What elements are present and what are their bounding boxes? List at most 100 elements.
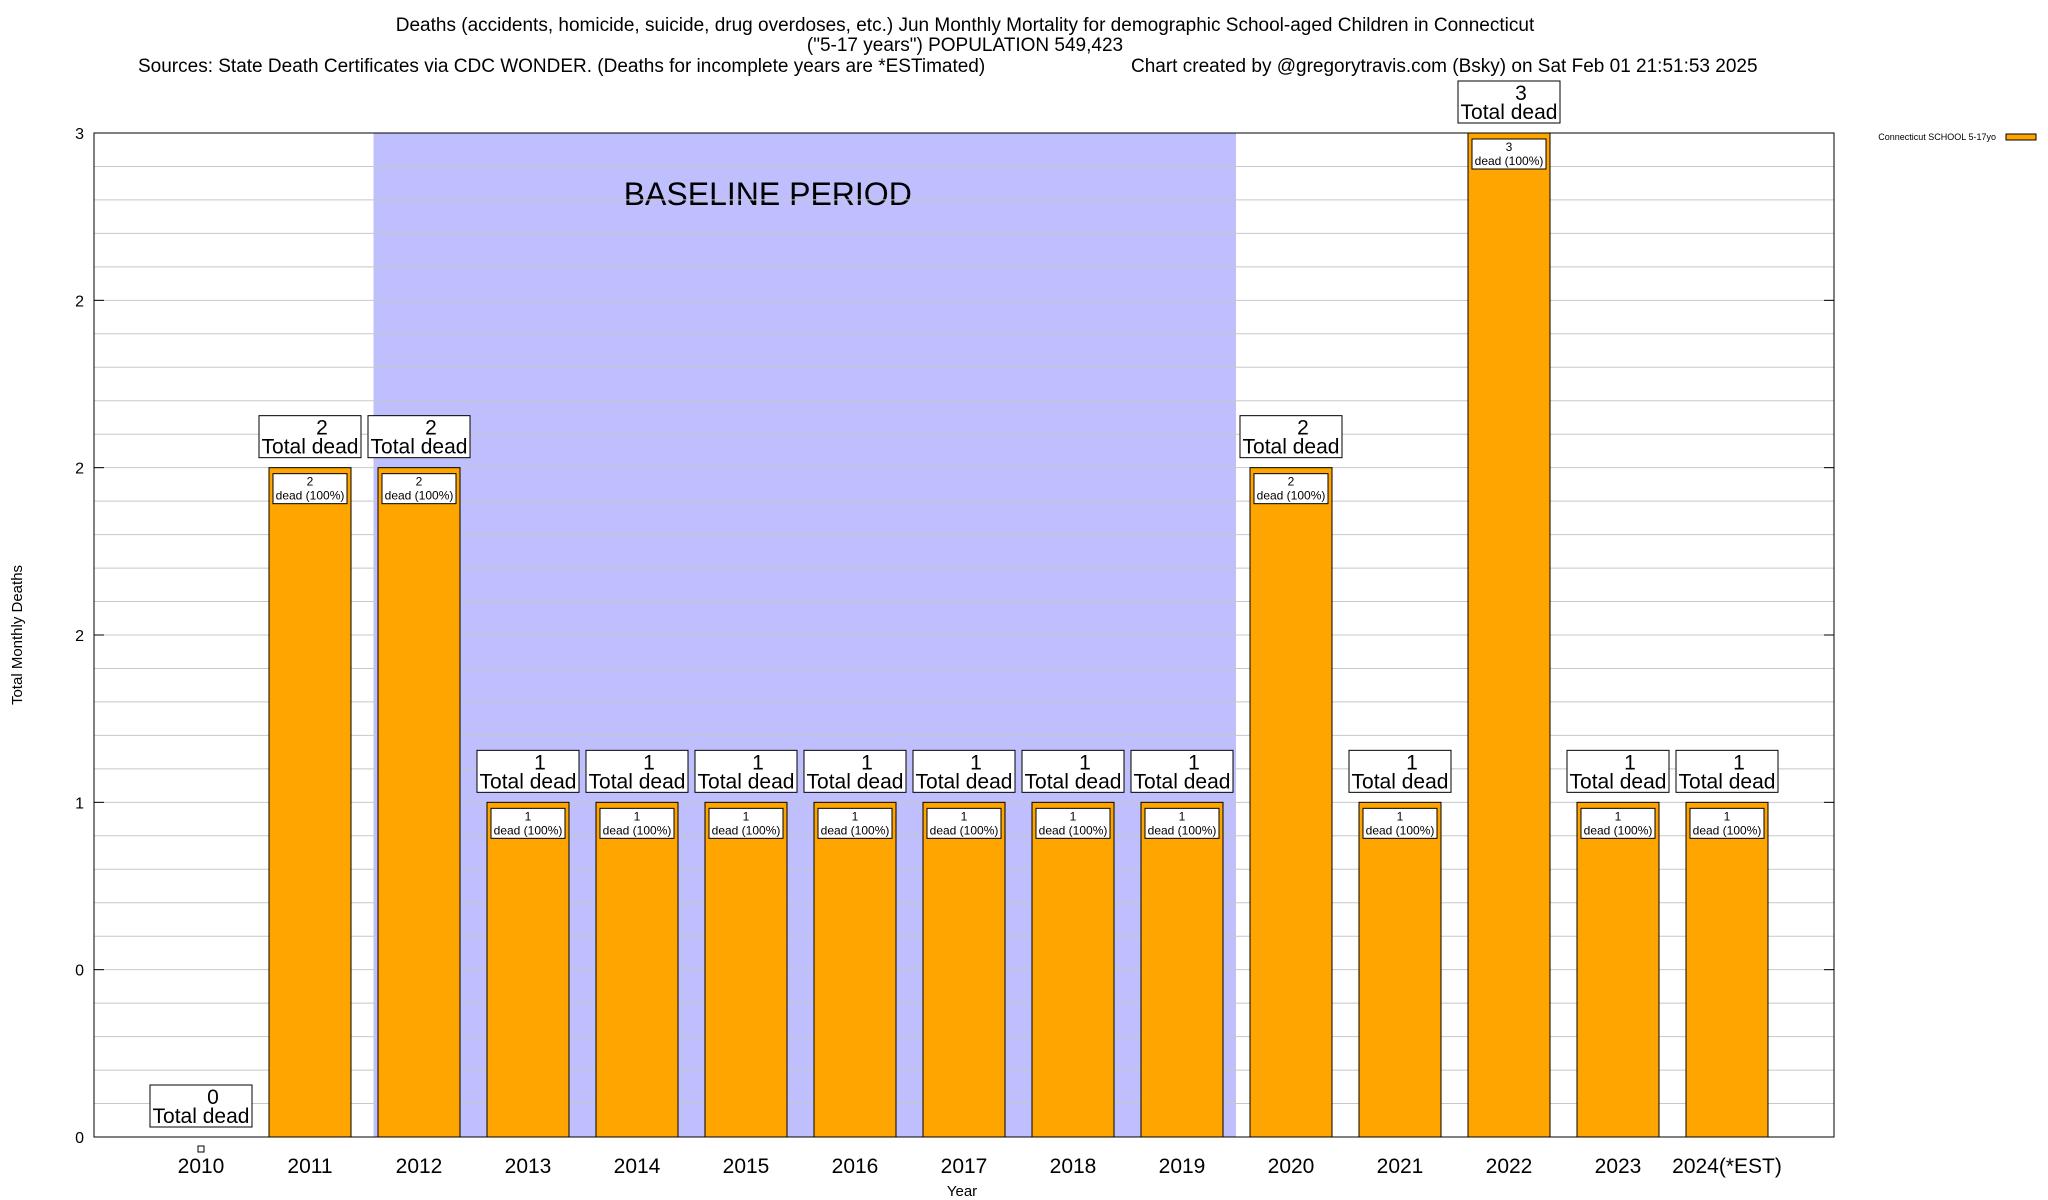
chart-subtitle: ("5-17 years") POPULATION 549,423 xyxy=(807,35,1123,56)
y-tick-label: 2 xyxy=(75,628,84,645)
bar xyxy=(1031,801,1115,1138)
total-label-box xyxy=(1239,415,1343,459)
bar xyxy=(1467,132,1551,1138)
zero-marker xyxy=(197,1145,205,1153)
bar xyxy=(704,801,788,1138)
total-label: Total dead xyxy=(1025,770,1122,793)
legend-swatch xyxy=(2005,133,2037,141)
total-label-box xyxy=(367,415,471,459)
bar-inner-count: 1 xyxy=(634,809,641,823)
total-label-box xyxy=(149,1084,253,1128)
total-count: 1 xyxy=(1733,751,1745,774)
x-tick-label: 2012 xyxy=(396,1155,443,1178)
bar-inner-label: dead (100%) xyxy=(494,823,563,837)
bar-inner-count: 2 xyxy=(307,475,314,489)
total-label: Total dead xyxy=(153,1105,250,1128)
bar-inner-label: dead (100%) xyxy=(1148,823,1217,837)
bar-inner-label-box xyxy=(381,473,457,505)
bar-inner-label: dead (100%) xyxy=(712,823,781,837)
bar-inner-count: 1 xyxy=(1179,809,1186,823)
total-label: Total dead xyxy=(698,770,795,793)
bar-inner-label-box xyxy=(1689,807,1765,839)
total-label-box xyxy=(476,749,580,793)
x-tick-label: 2018 xyxy=(1050,1155,1097,1178)
x-tick-label: 2010 xyxy=(178,1155,225,1178)
bar xyxy=(377,467,461,1138)
total-count: 1 xyxy=(1624,751,1636,774)
total-label: Total dead xyxy=(1679,770,1776,793)
y-tick-label: 2 xyxy=(75,293,84,310)
total-count: 1 xyxy=(643,751,655,774)
total-count: 1 xyxy=(1406,751,1418,774)
total-count: 1 xyxy=(861,751,873,774)
bar xyxy=(1249,467,1333,1138)
bar-inner-label-box xyxy=(708,807,784,839)
bar-inner-label-box xyxy=(1035,807,1111,839)
x-tick-label: 2023 xyxy=(1595,1155,1642,1178)
bar-inner-count: 1 xyxy=(525,809,532,823)
total-count: 0 xyxy=(207,1086,219,1109)
bar xyxy=(1140,801,1224,1138)
x-tick-label: 2016 xyxy=(832,1155,879,1178)
total-label: Total dead xyxy=(1461,101,1558,124)
total-label: Total dead xyxy=(1352,770,1449,793)
bar-inner-label-box xyxy=(1471,138,1547,170)
x-tick-label: 2013 xyxy=(505,1155,552,1178)
total-count: 1 xyxy=(1188,751,1200,774)
total-label-box xyxy=(912,749,1016,793)
total-label-box xyxy=(585,749,689,793)
bar-inner-count: 1 xyxy=(961,809,968,823)
bar-inner-label-box xyxy=(1580,807,1656,839)
bar-inner-label-box xyxy=(817,807,893,839)
bar-inner-count: 1 xyxy=(1397,809,1404,823)
bar xyxy=(268,467,352,1138)
total-label-box xyxy=(694,749,798,793)
bar-inner-count: 1 xyxy=(1615,809,1622,823)
y-tick-label: 1 xyxy=(75,795,84,812)
x-tick-label: 2014 xyxy=(614,1155,661,1178)
total-label-box xyxy=(258,415,362,459)
bar xyxy=(1576,801,1660,1138)
bar xyxy=(922,801,1006,1138)
total-count: 3 xyxy=(1515,82,1527,105)
legend-label: Connecticut SCHOOL 5-17yo xyxy=(1878,132,1996,142)
bar-inner-label-box xyxy=(926,807,1002,839)
total-label-box xyxy=(1566,749,1670,793)
bar-inner-label-box xyxy=(1253,473,1329,505)
bar-inner-label: dead (100%) xyxy=(930,823,999,837)
x-tick-label: 2020 xyxy=(1268,1155,1315,1178)
bar xyxy=(486,801,570,1138)
total-label-box xyxy=(1021,749,1125,793)
y-tick-label: 3 xyxy=(75,126,84,143)
total-label-box xyxy=(803,749,907,793)
bar-inner-label: dead (100%) xyxy=(1584,823,1653,837)
total-count: 1 xyxy=(534,751,546,774)
y-tick-label: 0 xyxy=(75,963,84,980)
total-count: 2 xyxy=(1297,417,1309,440)
total-label: Total dead xyxy=(480,770,577,793)
total-count: 1 xyxy=(1079,751,1091,774)
total-label-box xyxy=(1675,749,1779,793)
bar-inner-label: dead (100%) xyxy=(1257,489,1326,503)
total-count: 1 xyxy=(970,751,982,774)
bar-inner-label: dead (100%) xyxy=(1039,823,1108,837)
x-tick-label: 2022 xyxy=(1486,1155,1533,1178)
chart-credit: Chart created by @gregorytravis.com (Bsk… xyxy=(1131,56,1758,77)
total-label: Total dead xyxy=(262,436,359,459)
bar-inner-count: 2 xyxy=(416,475,423,489)
bar-inner-label: dead (100%) xyxy=(385,489,454,503)
x-tick-label: 2021 xyxy=(1377,1155,1424,1178)
y-tick-label: 2 xyxy=(75,461,84,478)
total-label-box xyxy=(1457,80,1561,124)
legend: Connecticut SCHOOL 5-17yo xyxy=(1878,132,2037,142)
y-axis-label: Total Monthly Deaths xyxy=(9,565,26,705)
bar xyxy=(813,801,897,1138)
x-tick-label: 2019 xyxy=(1159,1155,1206,1178)
total-label: Total dead xyxy=(807,770,904,793)
total-label-box xyxy=(1348,749,1452,793)
bar-inner-count: 1 xyxy=(1070,809,1077,823)
bar-inner-label-box xyxy=(272,473,348,505)
bar-inner-label: dead (100%) xyxy=(821,823,890,837)
